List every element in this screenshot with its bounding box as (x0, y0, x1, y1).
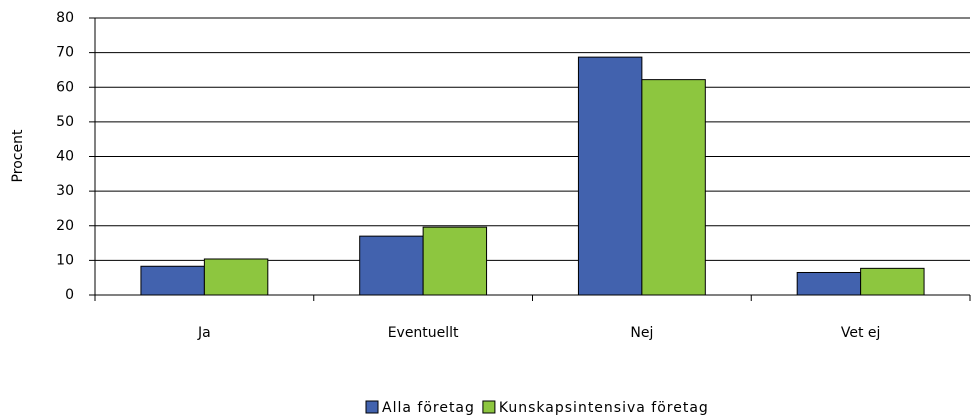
x-tick-label: Eventuellt (388, 325, 459, 341)
bar (422, 226, 488, 296)
y-tick-label: 60 (56, 79, 74, 95)
x-tick-label: Vet ej (841, 325, 881, 341)
y-tick-label: 10 (56, 252, 74, 268)
legend-swatch (365, 400, 379, 414)
legend-label: Alla företag (382, 400, 475, 416)
bar (359, 235, 424, 296)
bar (140, 265, 205, 296)
y-tick-label: 30 (56, 183, 74, 199)
y-tick-label: 70 (56, 45, 74, 61)
y-tick-label: 20 (56, 218, 74, 234)
y-tick-label: 80 (56, 10, 74, 26)
y-axis-label: Procent (10, 129, 26, 182)
x-tick-label: Nej (630, 325, 653, 341)
legend-label: Kunskapsintensiva företag (499, 400, 709, 416)
bar (860, 267, 925, 296)
bar (641, 79, 706, 296)
bar (203, 258, 269, 296)
legend-swatch (482, 400, 496, 414)
y-tick-label: 40 (56, 149, 74, 165)
bar (577, 56, 643, 296)
y-tick-label: 0 (65, 287, 74, 303)
x-tick-label: Ja (197, 325, 211, 341)
y-tick-label: 50 (56, 114, 74, 130)
bar (796, 271, 862, 296)
